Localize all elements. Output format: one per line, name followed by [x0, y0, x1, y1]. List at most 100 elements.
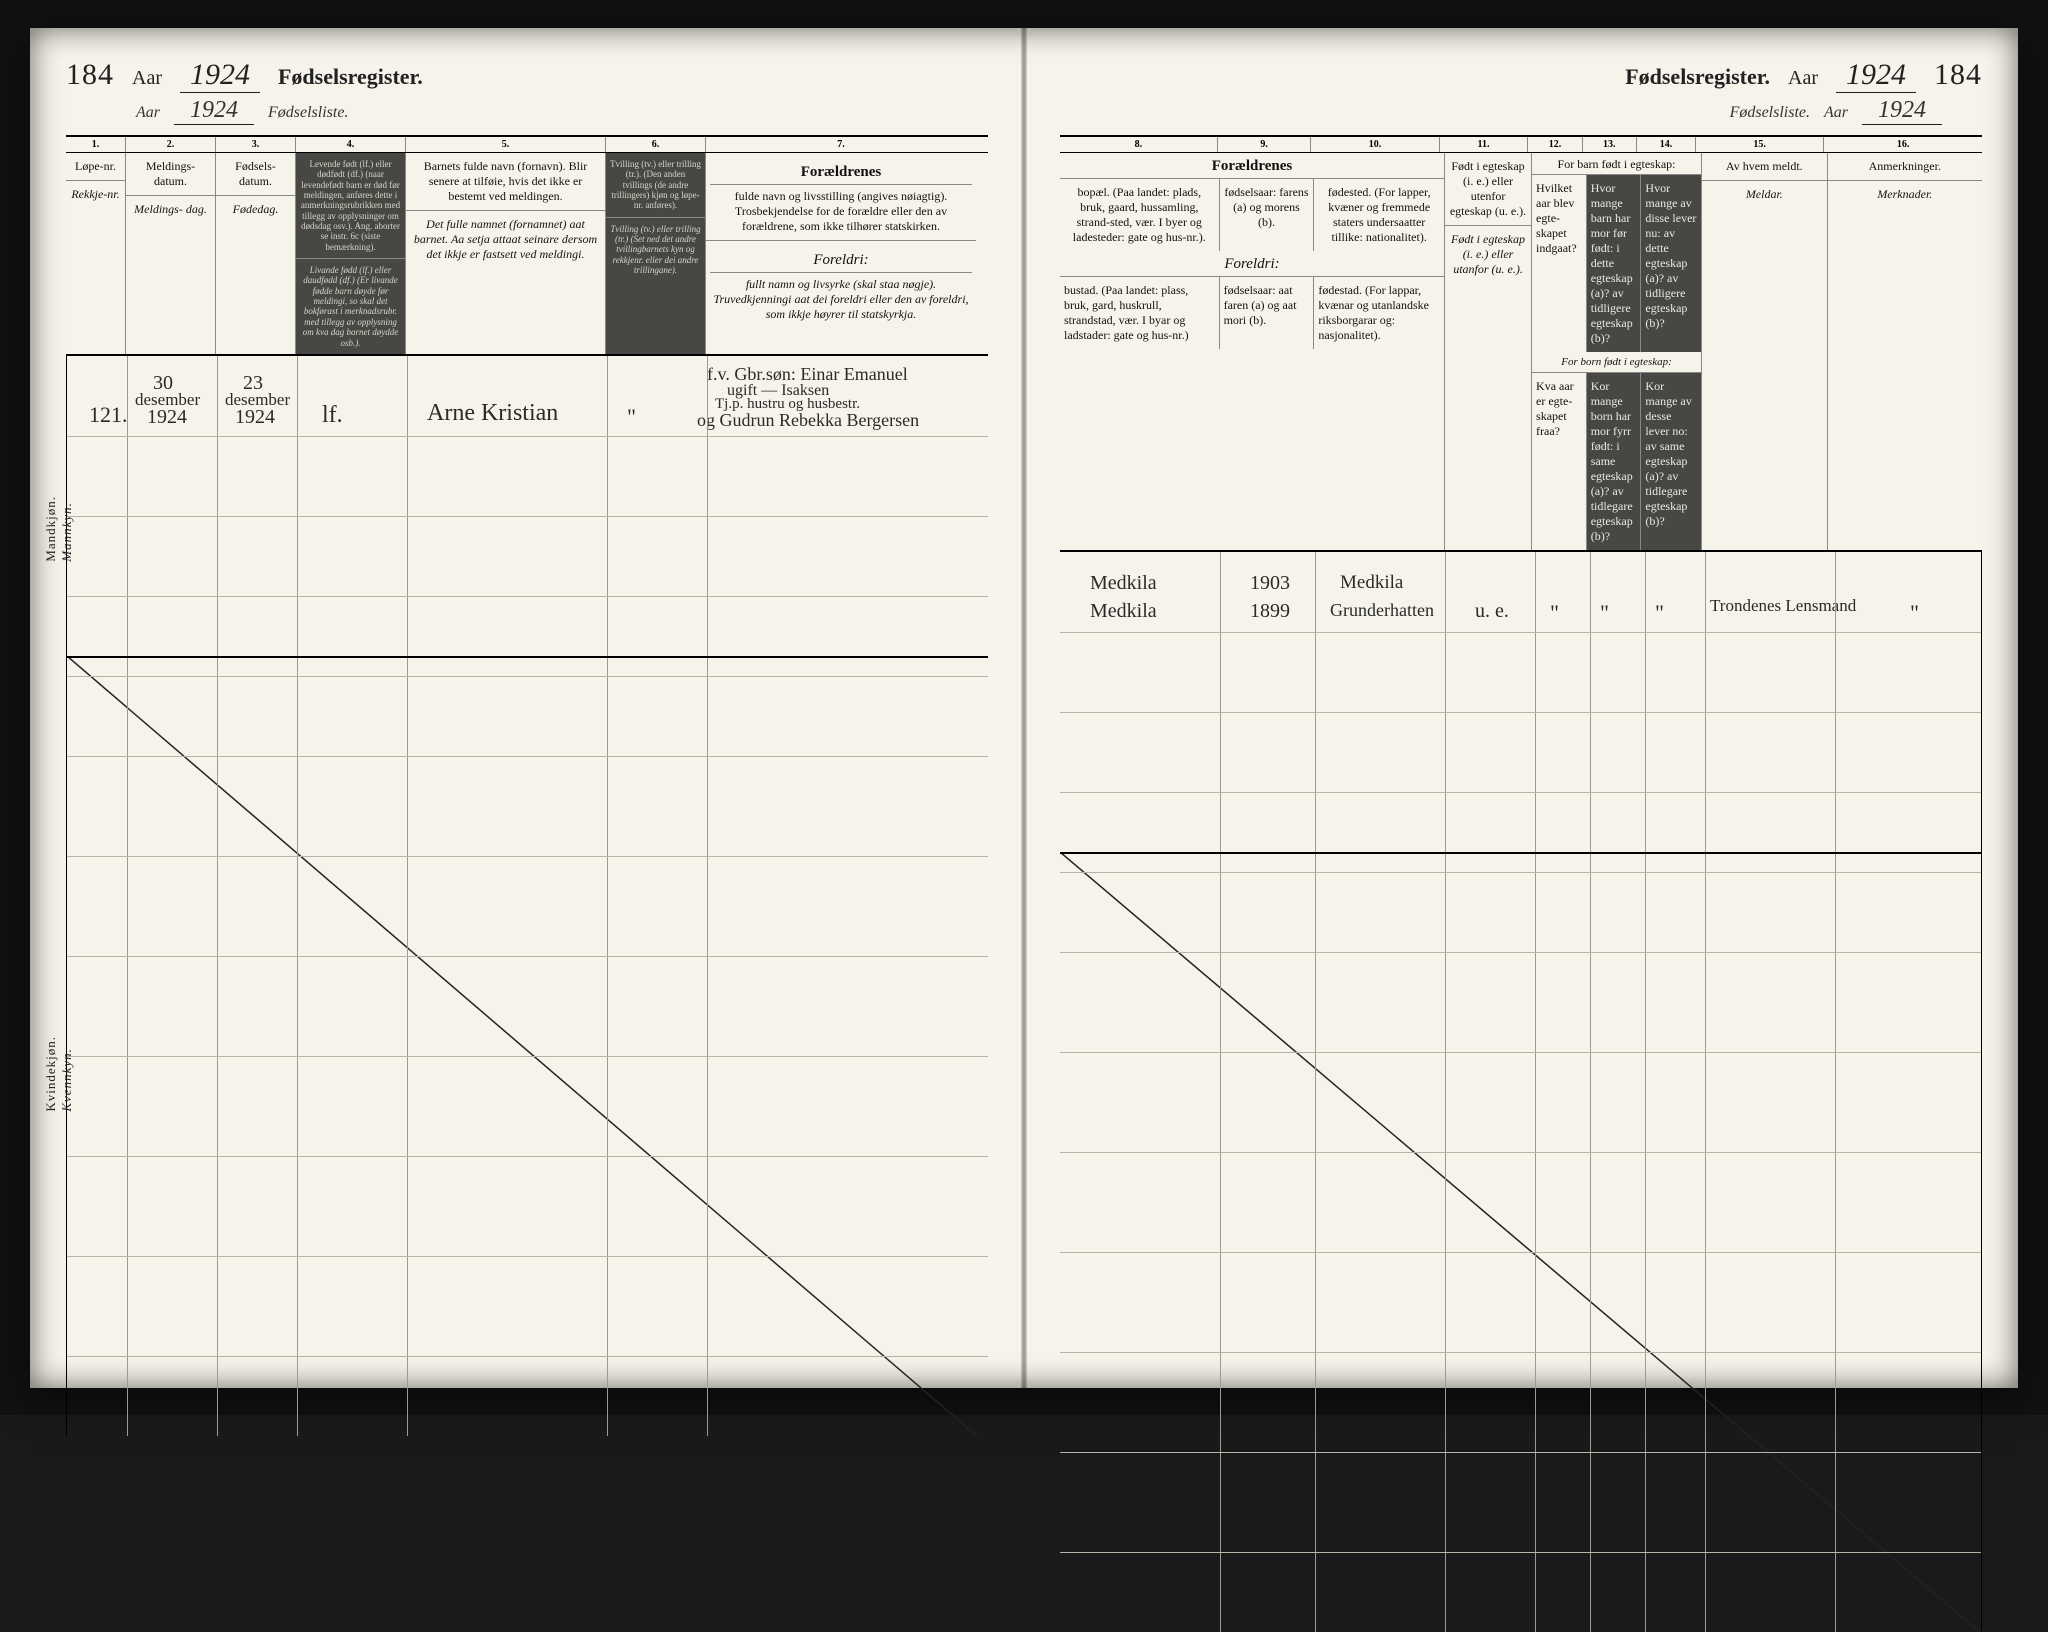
year-left-small: 1924 — [174, 97, 254, 125]
section-divider — [1060, 852, 1981, 854]
colnum-2.: 2. — [126, 137, 216, 152]
fodselsliste-label-right: Fødselsliste. — [1730, 104, 1810, 122]
hline — [67, 676, 988, 677]
entry-meld-year: 1924 — [147, 406, 187, 429]
vline — [297, 356, 298, 1436]
egteskap-group: For barn født i egteskap:Hvilket aar ble… — [1532, 153, 1702, 550]
vline — [707, 356, 708, 1436]
right-diagonal-slash — [1060, 852, 1980, 1632]
entry-bopael-2: Medkila — [1090, 600, 1157, 623]
colnum-1.: 1. — [66, 137, 126, 152]
colnum-8.: 8. — [1060, 137, 1218, 152]
aar-label: Aar — [132, 67, 162, 90]
left-body-area: Mandkjøn. Mannkyn. Kvindekjøn. Kvennkyn.… — [66, 356, 988, 1436]
entry-birth-year: 1924 — [235, 406, 275, 429]
page-number-left: 184 — [66, 58, 114, 92]
colnum-9.: 9. — [1218, 137, 1312, 152]
section-divider — [67, 656, 988, 658]
hcell-7: Forældrenesfulde navn og livsstilling (a… — [706, 153, 976, 354]
left-subtitle-row: Aar 1924 Fødselsliste. — [136, 97, 988, 125]
year-right: 1924 — [1836, 58, 1916, 93]
hline — [1060, 952, 1981, 953]
hcell-2: Meldings- datum.Meldings- dag. — [126, 153, 216, 354]
hline — [67, 516, 988, 517]
year-right-small: 1924 — [1862, 97, 1942, 125]
book-scan: 184 Aar 1924 Fødselsregister. Aar 1924 F… — [0, 0, 2048, 1415]
colnum-15.: 15. — [1696, 137, 1824, 152]
colnum-14.: 14. — [1637, 137, 1696, 152]
page-spread: 184 Aar 1924 Fødselsregister. Aar 1924 F… — [30, 28, 2018, 1388]
vline — [1645, 552, 1646, 1632]
mand-label: Mandkjøn. — [43, 496, 58, 562]
right-page: Fødselsregister. Aar 1924 184 Fødselslis… — [1024, 28, 2018, 1388]
hline — [1060, 632, 1981, 633]
hcell-4: Levende født (lf.) eller dødfødt (df.) (… — [296, 153, 406, 354]
fodselsliste-label-left: Fødselsliste. — [268, 104, 348, 122]
vline — [1315, 552, 1316, 1632]
colnum-13.: 13. — [1583, 137, 1637, 152]
left-page: 184 Aar 1924 Fødselsregister. Aar 1924 F… — [30, 28, 1024, 1388]
colnum-12.: 12. — [1528, 137, 1582, 152]
entry-parents-4: og Gudrun Rebekka Bergersen — [697, 410, 919, 431]
right-subtitle-row: Fødselsliste. Aar 1924 — [1060, 97, 1942, 125]
entry-dash-1: " — [1550, 600, 1559, 626]
colnum-7.: 7. — [706, 137, 976, 152]
vline — [217, 356, 218, 1436]
vline — [1705, 552, 1706, 1632]
vline — [1220, 552, 1221, 1632]
hline — [1060, 1352, 1981, 1353]
hline — [1060, 712, 1981, 713]
parents-group: Forældrenesbopæl. (Paa landet: plads, br… — [1060, 153, 1445, 550]
hline — [67, 1256, 988, 1257]
colnum-16.: 16. — [1824, 137, 1982, 152]
colnum-11.: 11. — [1440, 137, 1529, 152]
hline — [1060, 1552, 1981, 1553]
vline — [127, 356, 128, 1436]
fodselsregister-label-left: Fødselsregister. — [278, 64, 423, 90]
entry-anm: " — [1910, 600, 1919, 626]
entry-dash-3: " — [1655, 600, 1664, 626]
hcell-16: Anmerkninger.Merknader. — [1828, 153, 1982, 550]
hline — [67, 596, 988, 597]
right-header-grid: Forældrenesbopæl. (Paa landet: plads, br… — [1060, 153, 1982, 552]
left-diagonal-slash — [67, 656, 977, 1436]
hcell-3: Fødsels- datum.Fødedag. — [216, 153, 296, 354]
right-body-area: Medkila Medkila 1903 1899 Medkila Grunde… — [1060, 552, 1982, 1632]
entry-dash-2: " — [1600, 600, 1609, 626]
left-column-numbers: 1.2.3.4.5.6.7. — [66, 135, 988, 153]
hcell-6: Tvilling (tv.) eller trilling (tr.). (De… — [606, 153, 706, 354]
hline — [67, 1056, 988, 1057]
hline — [1060, 1152, 1981, 1153]
vline — [1835, 552, 1836, 1632]
left-title-row: 184 Aar 1924 Fødselsregister. — [66, 58, 988, 93]
vline — [1445, 552, 1446, 1632]
hline — [1060, 1252, 1981, 1253]
page-number-right: 184 — [1934, 58, 1982, 92]
right-column-numbers: 8.9.10.11.12.13.14.15.16. — [1060, 135, 1982, 153]
vline — [1535, 552, 1536, 1632]
entry-year-b: 1899 — [1250, 600, 1290, 623]
entry-ue: u. e. — [1475, 600, 1509, 623]
kvin-label: Kvindekjøn. — [43, 1036, 58, 1112]
hline — [1060, 1452, 1981, 1453]
hline — [67, 1156, 988, 1157]
entry-fodested-2: Grunderhatten — [1330, 600, 1434, 621]
entry-tvilling: " — [627, 404, 636, 430]
entry-year-a: 1903 — [1250, 572, 1290, 595]
colnum-4.: 4. — [296, 137, 406, 152]
hline — [67, 756, 988, 757]
aar-label-right: Aar — [1788, 67, 1818, 90]
hline — [67, 1356, 988, 1357]
hcell-15: Av hvem meldt.Meldar. — [1702, 153, 1828, 550]
fodselsregister-label-right: Fødselsregister. — [1625, 64, 1770, 90]
entry-name: Arne Kristian — [427, 400, 558, 427]
entry-rowno: 121. — [89, 402, 128, 428]
hline — [67, 956, 988, 957]
aar-ital-label-right: Aar — [1824, 104, 1848, 122]
year-left: 1924 — [180, 58, 260, 93]
entry-fodested-1: Medkila — [1340, 572, 1403, 594]
right-title-row: Fødselsregister. Aar 1924 184 — [1060, 58, 1982, 93]
aar-ital-label: Aar — [136, 104, 160, 122]
entry-lf: lf. — [322, 402, 343, 429]
colnum-6.: 6. — [606, 137, 706, 152]
